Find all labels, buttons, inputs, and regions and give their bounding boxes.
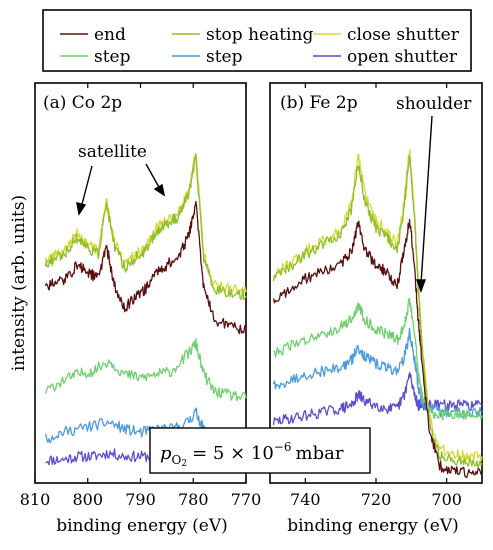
pressure-inset-box	[149, 427, 371, 474]
x-tick-label: 810	[20, 490, 51, 509]
series-line-step	[272, 327, 483, 418]
x-tick-label: 780	[178, 490, 209, 509]
panel-b-label: (b) Fe 2p	[280, 93, 358, 113]
x-axis-label-b: binding energy (eV)	[287, 516, 459, 536]
y-axis-label: intensity (arb. units)	[9, 195, 29, 371]
legend-label: end	[94, 25, 126, 45]
legend-label: stop heating	[206, 25, 313, 45]
panel-b-annotation-shoulder: shoulder	[396, 94, 472, 114]
satellite-arrowhead-left	[76, 202, 87, 216]
series-line-open-shutter	[272, 371, 483, 426]
satellite-arrow-right	[145, 163, 161, 190]
satellite-arrows	[76, 163, 166, 216]
x-tick-label: 700	[431, 490, 462, 509]
panel-a-label: (a) Co 2p	[43, 93, 122, 113]
series-line-stop-heating	[272, 155, 483, 470]
series-line-step	[273, 297, 483, 421]
x-tick-label: 770	[231, 490, 262, 509]
pressure-inset: pO2 = 5 × 10−6 mbar	[149, 427, 371, 474]
series-line-close-shutter	[44, 155, 247, 295]
x-axis-label-a: binding energy (eV)	[56, 516, 228, 536]
pressure-inset-label: pO2 = 5 × 10−6 mbar	[160, 440, 344, 469]
legend-box	[42, 9, 472, 72]
shoulder-arrow	[416, 115, 433, 294]
series-line-stop-heating	[44, 152, 247, 300]
legend: end stop heating close shutter step step open…	[42, 9, 472, 72]
shoulder-arrow-line	[420, 115, 433, 285]
legend-label: close shutter	[347, 25, 460, 45]
panel-b: (b) Fe 2p shoulder 740 720 700	[269, 82, 483, 509]
panel-a-annotation-satellite: satellite	[78, 142, 147, 162]
legend-label: open shutter	[347, 47, 458, 67]
legend-label: step	[206, 47, 243, 67]
satellite-arrow-left	[80, 165, 93, 209]
shoulder-arrowhead	[416, 279, 426, 294]
x-tick-label: 720	[361, 490, 392, 509]
x-tick-label: 800	[72, 490, 103, 509]
series-line-end	[44, 200, 247, 335]
x-tick-label: 790	[125, 490, 156, 509]
series-line-step	[44, 338, 247, 402]
series-line-end	[272, 218, 483, 478]
satellite-arrowhead-right	[153, 183, 166, 197]
legend-label: step	[94, 47, 131, 67]
x-tick-label: 740	[290, 490, 321, 509]
